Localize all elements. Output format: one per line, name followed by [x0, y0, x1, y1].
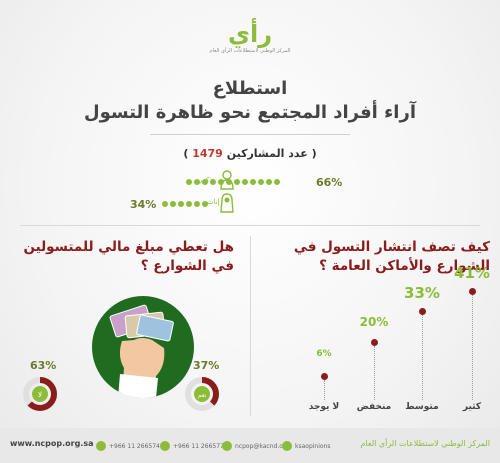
column-divider: [250, 236, 251, 416]
share-dot: [210, 179, 216, 185]
no-donut: لا: [22, 376, 58, 416]
bar-label: لا يوجد: [308, 402, 340, 412]
footer: [0, 428, 500, 463]
page-title: استطلاع: [212, 78, 288, 99]
share-dot: [258, 179, 264, 185]
no-percent: 63%: [30, 359, 57, 372]
question-give: هل تعطي مبلغ مالي للمتسولين في الشوارع ؟: [23, 239, 234, 274]
footer-email-text: ncpop@kacnd.org: [235, 442, 290, 450]
share-dot: [194, 179, 200, 185]
participants-count: ( عدد المشاركين 1479 ): [175, 147, 325, 160]
share-dot: [226, 179, 232, 185]
footer-phone2: +966 11 2665778: [160, 441, 228, 451]
email-icon: [222, 441, 232, 451]
share-dot: [218, 179, 224, 185]
bar-stem: [374, 346, 375, 400]
bar-dot: [371, 339, 378, 346]
share-dot: [242, 179, 248, 185]
footer-social-text: ksaopinions: [295, 442, 331, 450]
female-label: إناث: [207, 198, 220, 206]
bar-dot: [321, 373, 328, 380]
bar-label: متوسط: [405, 402, 439, 412]
female-percent: 34%: [130, 198, 157, 211]
share-dot: [186, 179, 192, 185]
footer-website[interactable]: www.ncpop.org.sa: [10, 439, 94, 448]
male-percent: 66%: [316, 176, 343, 189]
share-dot: [202, 179, 208, 185]
bar-label: كثير: [462, 402, 482, 412]
share-dot: [202, 201, 208, 207]
bar-dot: [469, 288, 476, 295]
bar-percent: 20%: [359, 315, 389, 329]
male-label: ذكور: [199, 176, 213, 184]
participants-prefix: ( عدد المشاركين: [183, 147, 308, 160]
share-dot: [170, 201, 176, 207]
share-dot: [234, 179, 240, 185]
bar-stem: [422, 315, 423, 400]
bar-label: منخفض: [356, 402, 392, 412]
share-dot: [178, 201, 184, 207]
participants-suffix: ): [311, 147, 317, 160]
page-subtitle: آراء أفراد المجتمع نحو ظاهرة التسول: [83, 102, 416, 123]
question-spread: كيف تصف انتشار التسول في الشوارع والأماك…: [293, 239, 490, 274]
twitter-icon: [282, 441, 292, 451]
bar-stem: [472, 295, 473, 400]
bar-dot: [419, 308, 426, 315]
hand-money-illustration: [92, 296, 194, 398]
section-divider: [20, 225, 480, 226]
bar-percent: 6%: [316, 349, 332, 359]
fax-icon: [160, 441, 170, 451]
share-dot: [194, 201, 200, 207]
footer-phone1: +966 11 2665747: [96, 441, 164, 451]
share-dot: [266, 179, 272, 185]
male-dots: [186, 179, 280, 185]
footer-social[interactable]: ksaopinions: [282, 441, 331, 451]
footer-phone1-text: +966 11 2665747: [109, 442, 164, 450]
yes-percent: 37%: [193, 359, 220, 372]
participants-number: 1479: [192, 147, 223, 160]
footer-phone2-text: +966 11 2665778: [173, 442, 228, 450]
share-dot: [162, 201, 168, 207]
bar-percent: 41%: [454, 264, 490, 282]
no-label: لا: [38, 391, 42, 399]
male-person-icon: [219, 170, 235, 194]
share-dot: [274, 179, 280, 185]
logo-mark: رأي: [227, 20, 273, 48]
bar-stem: [324, 380, 325, 400]
yes-label: نعم: [198, 392, 207, 399]
bar-percent: 33%: [404, 284, 440, 302]
footer-email[interactable]: ncpop@kacnd.org: [222, 441, 289, 451]
footer-org: المركز الوطني لاستطلاعات الرأي العام: [360, 439, 490, 448]
phone-icon: [96, 441, 106, 451]
title-divider: [150, 134, 350, 135]
share-dot: [250, 179, 256, 185]
share-dot: [186, 201, 192, 207]
female-dots: [162, 201, 208, 207]
spread-chart: 41% كثير 33% متوسط 20% منخفض 6% لا يوجد: [262, 264, 490, 420]
yes-donut: نعم: [184, 376, 220, 416]
logo-subtitle: المركز الوطني لاستطلاعات الرأي العام: [209, 48, 291, 54]
female-person-icon: [219, 193, 235, 217]
